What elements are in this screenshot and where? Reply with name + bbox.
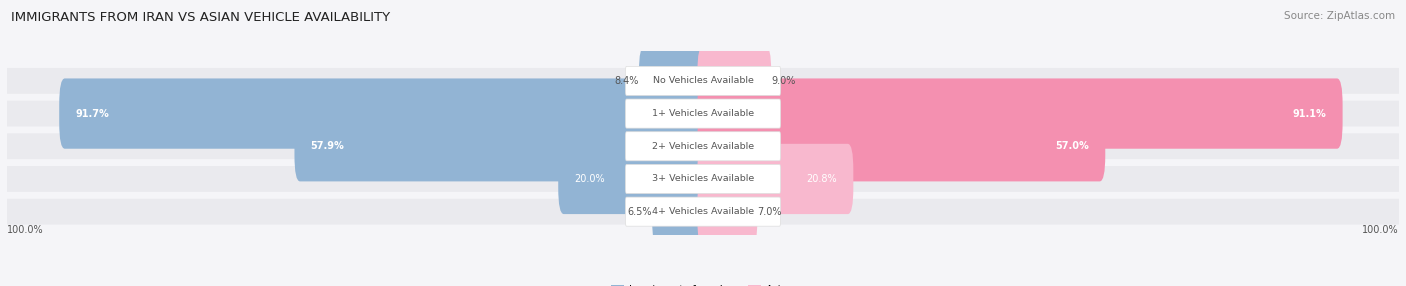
FancyBboxPatch shape [626, 197, 780, 226]
Text: 8.4%: 8.4% [614, 76, 638, 86]
FancyBboxPatch shape [626, 164, 780, 194]
FancyBboxPatch shape [558, 144, 709, 214]
Text: 20.8%: 20.8% [807, 174, 838, 184]
FancyBboxPatch shape [626, 132, 780, 161]
FancyBboxPatch shape [697, 46, 772, 116]
Text: 1+ Vehicles Available: 1+ Vehicles Available [652, 109, 754, 118]
FancyBboxPatch shape [7, 101, 1399, 126]
FancyBboxPatch shape [638, 46, 709, 116]
Text: 20.0%: 20.0% [574, 174, 605, 184]
Text: 6.5%: 6.5% [627, 207, 652, 217]
FancyBboxPatch shape [697, 176, 758, 247]
Text: No Vehicles Available: No Vehicles Available [652, 76, 754, 86]
FancyBboxPatch shape [626, 99, 780, 128]
Text: 3+ Vehicles Available: 3+ Vehicles Available [652, 174, 754, 183]
FancyBboxPatch shape [697, 111, 1105, 181]
FancyBboxPatch shape [7, 68, 1399, 94]
Text: 4+ Vehicles Available: 4+ Vehicles Available [652, 207, 754, 216]
Text: 91.7%: 91.7% [76, 109, 110, 119]
Legend: Immigrants from Iran, Asian: Immigrants from Iran, Asian [607, 281, 799, 286]
FancyBboxPatch shape [697, 78, 1343, 149]
FancyBboxPatch shape [652, 176, 709, 247]
FancyBboxPatch shape [7, 133, 1399, 159]
Text: Source: ZipAtlas.com: Source: ZipAtlas.com [1284, 11, 1395, 21]
Text: 2+ Vehicles Available: 2+ Vehicles Available [652, 142, 754, 151]
Text: 57.0%: 57.0% [1056, 141, 1090, 151]
Text: 100.0%: 100.0% [1362, 225, 1399, 235]
FancyBboxPatch shape [697, 144, 853, 214]
FancyBboxPatch shape [7, 166, 1399, 192]
FancyBboxPatch shape [7, 199, 1399, 225]
Text: IMMIGRANTS FROM IRAN VS ASIAN VEHICLE AVAILABILITY: IMMIGRANTS FROM IRAN VS ASIAN VEHICLE AV… [11, 11, 391, 24]
FancyBboxPatch shape [626, 66, 780, 96]
FancyBboxPatch shape [59, 78, 709, 149]
Text: 57.9%: 57.9% [311, 141, 344, 151]
Text: 7.0%: 7.0% [758, 207, 782, 217]
Text: 9.0%: 9.0% [772, 76, 796, 86]
Text: 91.1%: 91.1% [1294, 109, 1327, 119]
FancyBboxPatch shape [294, 111, 709, 181]
Text: 100.0%: 100.0% [7, 225, 44, 235]
